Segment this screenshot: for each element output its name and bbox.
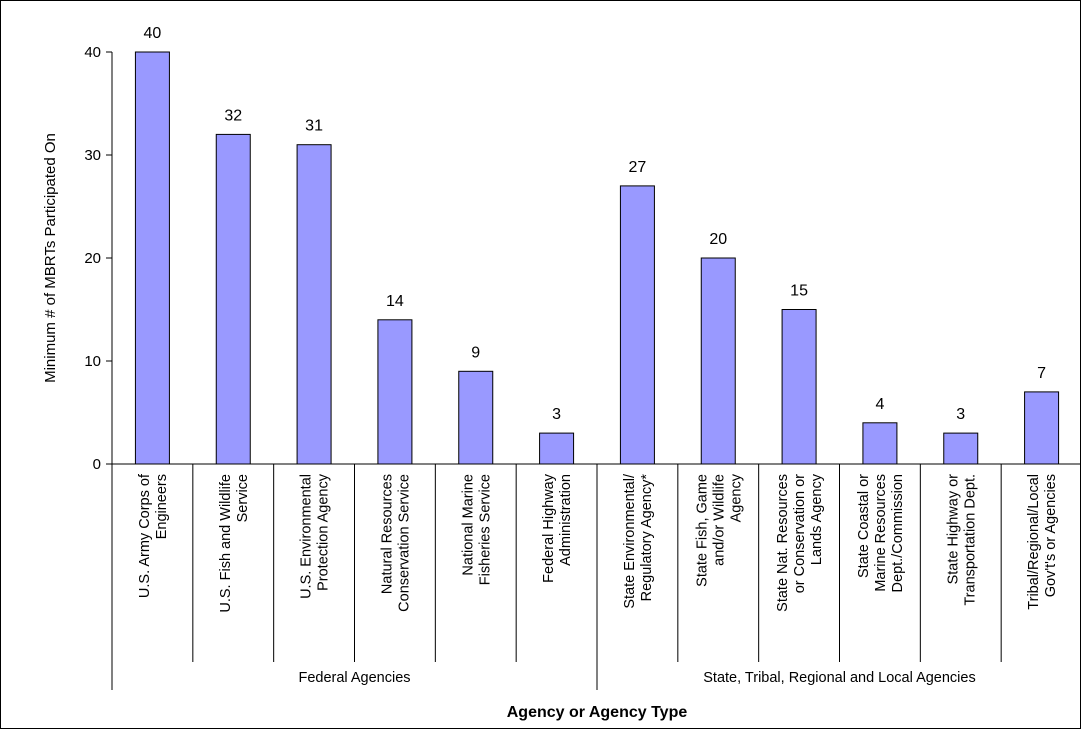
category-label: State Nat. Resourcesor Conservation orLa… (775, 473, 825, 612)
bar (1024, 391, 1060, 465)
category-label: Federal HighwayAdministration (541, 473, 574, 583)
category-label-line: State Nat. Resources (775, 474, 791, 612)
category-label-line: and/or Wildlife (711, 474, 727, 566)
category-label-line: State Highway or (945, 474, 961, 585)
group-label: State, Tribal, Regional and Local Agenci… (703, 670, 975, 686)
category-label: U.S. Fish and WildlifeService (218, 474, 251, 613)
data-label: 20 (709, 231, 727, 248)
y-axis-label: Minimum # of MBRTs Participated On (42, 133, 59, 383)
category-label-line: U.S. Army Corps of (137, 473, 153, 598)
y-tick-label: 40 (84, 44, 101, 61)
category-label-line: State Fish, Game (694, 474, 710, 587)
bar (134, 51, 170, 465)
y-tick-label: 20 (84, 250, 101, 267)
category-label-line: Administration (558, 474, 574, 566)
category-label: U.S. EnvironmentalProtection Agency (299, 473, 332, 599)
category-label-line: Regulatory Agency* (639, 474, 655, 602)
category-label-line: Marine Resources (873, 474, 889, 592)
category-label-line: U.S. Environmental (299, 474, 315, 599)
category-label: U.S. Army Corps ofEngineers (137, 473, 170, 598)
data-label: 31 (305, 118, 323, 135)
category-label-line: or Conservation or (792, 474, 808, 593)
category-label-line: Agency (728, 473, 744, 522)
data-label: 40 (144, 25, 162, 42)
data-label: 27 (629, 159, 647, 176)
group-label: Federal Agencies (298, 670, 410, 686)
category-label-line: U.S. Fish and Wildlife (218, 474, 234, 613)
category-label-line: Transportation Dept. (962, 474, 978, 606)
data-label: 15 (790, 283, 808, 300)
bar (700, 257, 736, 465)
category-label-line: Fisheries Service (477, 474, 493, 585)
category-label-line: Lands Agency (809, 473, 825, 565)
data-label: 32 (224, 107, 242, 124)
bar (943, 432, 979, 465)
data-label: 4 (875, 396, 884, 413)
bar (215, 133, 251, 465)
category-label: State Fish, Gameand/or WildlifeAgency (694, 473, 744, 587)
bar (458, 370, 494, 465)
data-label: 7 (1037, 365, 1046, 382)
category-label-line: Engineers (154, 474, 170, 539)
category-label: State Highway orTransportation Dept. (945, 474, 978, 606)
x-axis-label: Agency or Agency Type (507, 704, 688, 721)
data-label: 14 (386, 293, 404, 310)
category-label-line: State Environmental/ (622, 473, 638, 609)
category-label-line: Tribal/Regional/Local (1026, 474, 1042, 610)
bar (296, 144, 332, 465)
category-label-line: Service (235, 474, 251, 522)
category-label: National MarineFisheries Service (460, 474, 493, 585)
y-tick-label: 30 (84, 147, 101, 164)
bar (539, 432, 575, 465)
bar (377, 319, 413, 465)
y-tick-label: 10 (84, 353, 101, 370)
category-label-line: State Coastal or (856, 474, 872, 578)
category-label-line: Gov't's or Agencies (1043, 474, 1059, 597)
category-label: State Environmental/Regulatory Agency* (622, 473, 655, 609)
data-label: 3 (552, 406, 561, 423)
category-label-line: Conservation Service (396, 474, 412, 612)
category-label-line: National Marine (460, 474, 476, 576)
category-label-line: Protection Agency (316, 473, 332, 591)
category-label-line: Natural Resources (379, 474, 395, 594)
bar (862, 422, 898, 465)
category-label: Natural ResourcesConservation Service (379, 474, 412, 612)
bar (619, 185, 655, 465)
data-label: 9 (471, 344, 480, 361)
category-label: Tribal/Regional/LocalGov't's or Agencies (1026, 474, 1059, 610)
category-label-line: Federal Highway (541, 473, 557, 583)
y-tick-label: 0 (93, 456, 101, 473)
category-label-line: Dept./Commission (890, 474, 906, 592)
bar (781, 309, 817, 465)
plot-area: 0 10 20 30 40 Federal Agencies State, Tribal, … (84, 25, 1081, 690)
data-label: 3 (956, 406, 965, 423)
category-label: State Coastal orMarine ResourcesDept./Co… (856, 474, 906, 593)
